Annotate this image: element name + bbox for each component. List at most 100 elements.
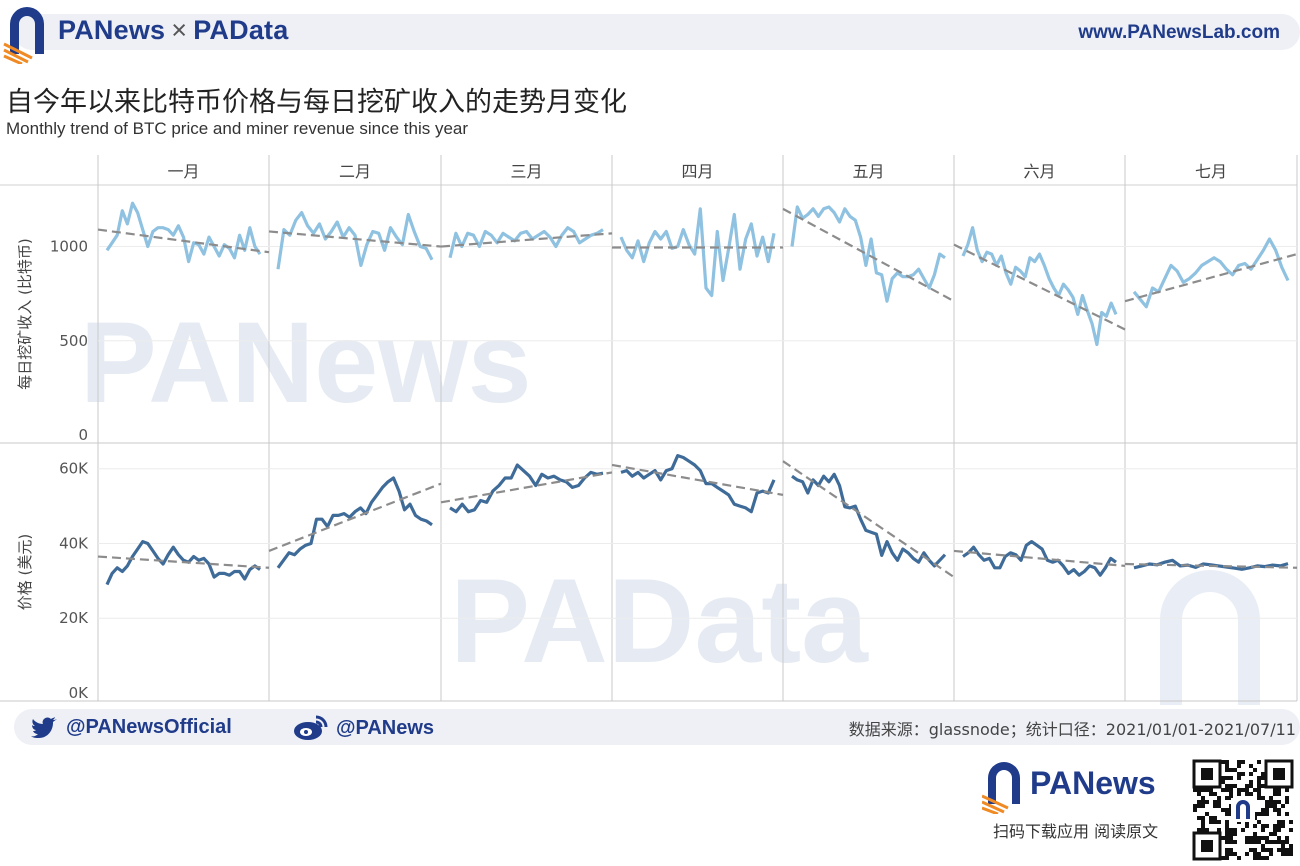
site-url-link[interactable]: www.PANewsLab.com <box>1078 22 1280 43</box>
qr-module <box>1269 840 1273 844</box>
qr-logo-icon <box>1236 800 1250 819</box>
month-header: 六月 <box>1023 162 1055 181</box>
qr-module <box>1245 788 1249 792</box>
qr-module <box>1249 772 1253 776</box>
watermark-padata: PAData <box>450 554 869 688</box>
qr-module <box>1237 776 1241 780</box>
qr-code-icon[interactable] <box>1190 757 1296 863</box>
y-tick-label: 40K <box>59 534 89 552</box>
qr-module <box>1205 828 1209 832</box>
qr-module <box>1233 840 1237 844</box>
qr-module <box>1201 816 1205 820</box>
qr-module <box>1273 832 1277 836</box>
brand-separator: × <box>171 15 188 45</box>
y-tick-label: 0 <box>78 426 88 444</box>
qr-finder <box>1192 831 1222 861</box>
qr-module <box>1269 800 1273 804</box>
trend-line <box>97 555 270 569</box>
qr-module <box>1225 852 1229 856</box>
miner-revenue-line <box>790 205 946 303</box>
qr-module <box>1261 796 1265 800</box>
trend-line <box>268 230 442 248</box>
month-header: 二月 <box>339 162 371 181</box>
qr-module <box>1209 788 1213 792</box>
twitter-handle-text: @PANewsOfficial <box>66 715 232 738</box>
qr-module <box>1265 856 1269 860</box>
qr-module <box>1265 840 1269 844</box>
qr-module <box>1193 808 1197 812</box>
qr-module <box>1229 768 1233 772</box>
qr-module <box>1257 852 1261 856</box>
qr-finder-center <box>1273 768 1285 780</box>
qr-module <box>1277 820 1281 824</box>
qr-module <box>1289 820 1293 824</box>
qr-module <box>1281 844 1285 848</box>
qr-module <box>1257 856 1261 860</box>
qr-module <box>1225 828 1229 832</box>
qr-module <box>1233 832 1237 836</box>
qr-finder-center <box>1201 768 1213 780</box>
trend-line <box>611 463 784 496</box>
y-tick-label: 500 <box>59 332 88 350</box>
qr-module <box>1253 768 1257 772</box>
month-header: 五月 <box>852 162 884 181</box>
qr-module <box>1245 792 1249 796</box>
qr-module <box>1225 764 1229 768</box>
qr-module <box>1225 832 1229 836</box>
qr-module <box>1209 792 1213 796</box>
qr-module <box>1225 784 1229 788</box>
qr-module <box>1213 820 1217 824</box>
qr-module <box>1233 784 1237 788</box>
qr-finder-center <box>1201 840 1213 852</box>
trend-line <box>953 243 1126 331</box>
qr-module <box>1273 808 1277 812</box>
qr-module <box>1197 792 1201 796</box>
qr-module <box>1225 856 1229 860</box>
qr-module <box>1201 804 1205 808</box>
qr-module <box>1197 828 1201 832</box>
qr-module <box>1261 848 1265 852</box>
qr-module <box>1269 832 1273 836</box>
qr-module <box>1269 852 1273 856</box>
chart-title: 自今年以来比特币价格与每日挖矿收入的走势月变化 <box>6 87 627 118</box>
qr-module <box>1225 836 1229 840</box>
weibo-handle[interactable]: @PANews <box>292 715 434 741</box>
watermark-layer: PANews PAData <box>80 299 1260 705</box>
qr-module <box>1277 812 1281 816</box>
qr-module <box>1225 824 1229 828</box>
qr-module <box>1225 848 1229 852</box>
qr-module <box>1237 788 1241 792</box>
qr-module <box>1197 816 1201 820</box>
qr-module <box>1233 852 1237 856</box>
brand-panews: PANews <box>58 15 166 45</box>
qr-module <box>1261 824 1265 828</box>
qr-module <box>1229 788 1233 792</box>
qr-module <box>1285 836 1289 840</box>
qr-module <box>1217 828 1221 832</box>
month-header: 一月 <box>167 162 199 181</box>
header-brand: PANews × PAData <box>58 15 288 46</box>
qr-module <box>1221 808 1225 812</box>
qr-module <box>1285 852 1289 856</box>
qr-module <box>1265 824 1269 828</box>
qr-module <box>1201 824 1205 828</box>
qr-module <box>1277 840 1281 844</box>
qr-module <box>1249 840 1253 844</box>
qr-module <box>1257 796 1261 800</box>
qr-module <box>1217 804 1221 808</box>
qr-module <box>1225 812 1229 816</box>
qr-module <box>1245 824 1249 828</box>
qr-module <box>1229 776 1233 780</box>
trend-line <box>1124 562 1298 569</box>
twitter-handle[interactable]: @PANewsOfficial <box>30 715 232 739</box>
y-tick-label: 0K <box>69 684 90 702</box>
qr-module <box>1273 840 1277 844</box>
trend-line <box>782 207 955 303</box>
data-source-note: 数据来源：glassnode；统计口径：2021/01/01-2021/07/1… <box>848 720 1296 739</box>
month-header: 七月 <box>1195 162 1227 181</box>
y-tick-label: 20K <box>59 609 89 627</box>
qr-module <box>1229 840 1233 844</box>
qr-module <box>1281 820 1285 824</box>
qr-module <box>1205 788 1209 792</box>
qr-module <box>1257 836 1261 840</box>
